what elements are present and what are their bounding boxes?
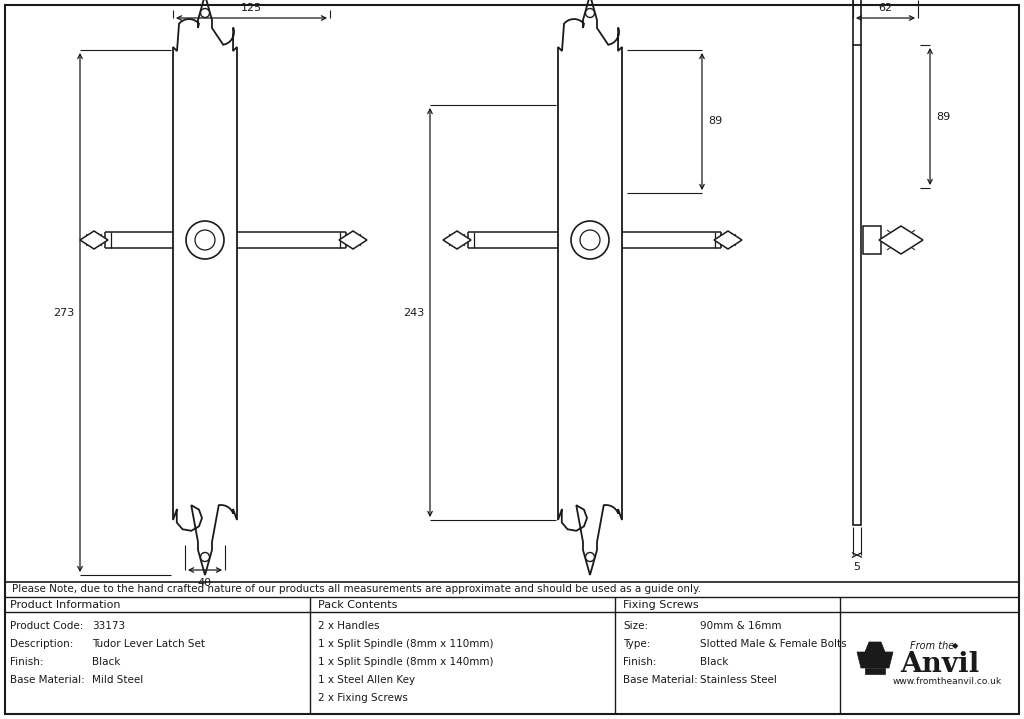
Text: Description:: Description: [10, 639, 74, 649]
Text: 33173: 33173 [92, 621, 125, 631]
Text: Product Code:: Product Code: [10, 621, 83, 631]
Text: Black: Black [92, 657, 121, 667]
Text: www.fromtheanvil.co.uk: www.fromtheanvil.co.uk [893, 677, 1002, 687]
Text: Tudor Lever Latch Set: Tudor Lever Latch Set [92, 639, 205, 649]
Text: Black: Black [700, 657, 728, 667]
Polygon shape [558, 0, 622, 575]
Text: Product Information: Product Information [10, 600, 121, 610]
Polygon shape [857, 652, 893, 668]
Text: 62: 62 [879, 3, 893, 13]
Text: Base Material:: Base Material: [10, 675, 85, 685]
Circle shape [586, 9, 595, 17]
Text: 243: 243 [402, 308, 424, 318]
Text: 273: 273 [53, 308, 74, 318]
Text: Stainless Steel: Stainless Steel [700, 675, 777, 685]
Text: Type:: Type: [623, 639, 650, 649]
Polygon shape [80, 231, 108, 249]
Text: Size:: Size: [623, 621, 648, 631]
Bar [853, 45, 861, 525]
Circle shape [195, 230, 215, 250]
Polygon shape [173, 0, 237, 575]
Text: Pack Contents: Pack Contents [318, 600, 397, 610]
Text: 1 x Split Spindle (8mm x 110mm): 1 x Split Spindle (8mm x 110mm) [318, 639, 494, 649]
Text: 1 x Split Spindle (8mm x 140mm): 1 x Split Spindle (8mm x 140mm) [318, 657, 494, 667]
Text: 1 x Steel Allen Key: 1 x Steel Allen Key [318, 675, 415, 685]
Text: Fixing Screws: Fixing Screws [623, 600, 698, 610]
Text: Finish:: Finish: [10, 657, 43, 667]
Text: 89: 89 [708, 116, 722, 127]
Circle shape [580, 230, 600, 250]
Bar [863, 226, 881, 254]
Text: Slotted Male & Female Bolts: Slotted Male & Female Bolts [700, 639, 847, 649]
Polygon shape [443, 231, 471, 249]
Text: 40: 40 [198, 578, 212, 588]
Text: Please Note, due to the hand crafted nature of our products all measurements are: Please Note, due to the hand crafted nat… [12, 585, 701, 595]
Text: 2 x Handles: 2 x Handles [318, 621, 380, 631]
Circle shape [201, 552, 210, 562]
Text: Mild Steel: Mild Steel [92, 675, 143, 685]
Circle shape [201, 9, 210, 17]
Text: 90mm & 16mm: 90mm & 16mm [700, 621, 781, 631]
Text: 2 x Fixing Screws: 2 x Fixing Screws [318, 693, 408, 703]
Text: Base Material:: Base Material: [623, 675, 697, 685]
Polygon shape [865, 642, 885, 652]
Text: From the: From the [910, 641, 954, 651]
Polygon shape [339, 231, 367, 249]
Text: 89: 89 [936, 111, 950, 122]
Bar [865, 668, 885, 674]
Text: Anvil: Anvil [900, 651, 979, 679]
Text: Finish:: Finish: [623, 657, 656, 667]
Circle shape [571, 221, 609, 259]
Circle shape [586, 552, 595, 562]
Text: 5: 5 [853, 562, 860, 572]
Circle shape [186, 221, 224, 259]
Text: ◆: ◆ [951, 641, 958, 651]
Polygon shape [879, 226, 923, 254]
Polygon shape [714, 231, 742, 249]
Text: 125: 125 [241, 3, 262, 13]
